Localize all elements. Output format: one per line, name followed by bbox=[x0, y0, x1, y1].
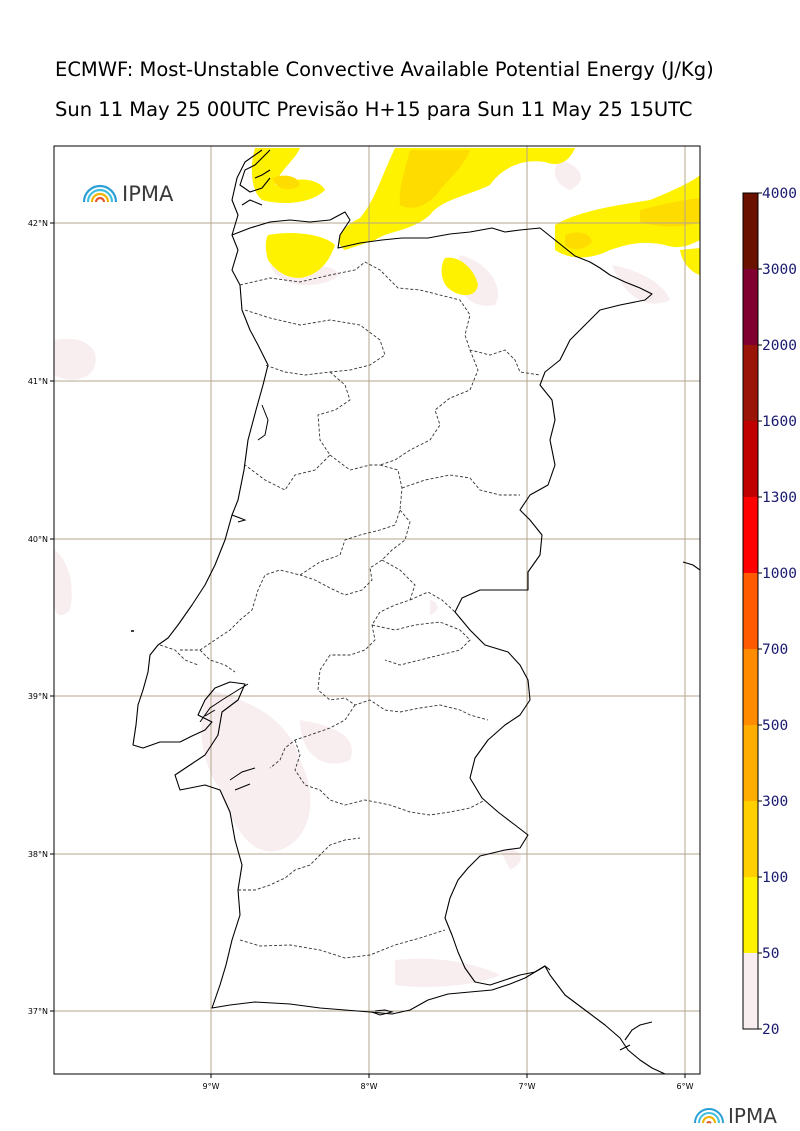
lat-tick-label: 38°N bbox=[28, 850, 48, 859]
lon-tick-label: 9°W bbox=[203, 1082, 220, 1091]
sado-estuary bbox=[229, 767, 256, 791]
colorbar: 4000 3000 2000 1600 1300 1000 700 500 30… bbox=[742, 186, 797, 1038]
colorbar-label: 20 bbox=[762, 1022, 779, 1038]
colorbar-frame bbox=[742, 192, 759, 1030]
colorbar-segment bbox=[743, 573, 758, 649]
east-coast-fragment bbox=[682, 561, 700, 571]
colorbar-segment bbox=[743, 497, 758, 573]
colorbar-label: 1300 bbox=[762, 490, 797, 506]
colorbar-label: 2000 bbox=[762, 338, 797, 354]
footer-logo-text: IPMA bbox=[728, 1104, 777, 1128]
guadiana-mouth bbox=[534, 965, 551, 973]
colorbar-segment bbox=[743, 877, 758, 953]
tick-marks bbox=[50, 222, 686, 1078]
lat-tick-label: 37°N bbox=[28, 1007, 48, 1016]
lon-tick-label: 7°W bbox=[519, 1082, 536, 1091]
colorbar-segment bbox=[743, 193, 758, 269]
colorbar-label: 700 bbox=[762, 642, 788, 658]
colorbar-label: 100 bbox=[762, 870, 788, 886]
lon-tick-label: 6°W bbox=[677, 1082, 694, 1091]
ipma-logo-text: IPMA bbox=[122, 182, 174, 206]
portugal-coastline bbox=[132, 149, 666, 1074]
chart-subtitle: Sun 11 May 25 00UTC Previsão H+15 para S… bbox=[55, 98, 693, 121]
tejo-estuary bbox=[199, 683, 249, 723]
lat-tick-label: 39°N bbox=[28, 692, 48, 701]
map-area bbox=[54, 146, 700, 1074]
colorbar-label: 1000 bbox=[762, 566, 797, 582]
colorbar-label: 50 bbox=[762, 946, 779, 962]
rainbow-arc-icon bbox=[694, 1108, 724, 1124]
lat-tick-label: 40°N bbox=[28, 535, 48, 544]
chart-title: ECMWF: Most-Unstable Convective Availabl… bbox=[55, 58, 714, 81]
rainbow-arc-icon bbox=[82, 184, 118, 203]
colorbar-segment bbox=[743, 953, 758, 1029]
graticule bbox=[54, 146, 700, 1074]
colorbar-label: 3000 bbox=[762, 262, 797, 278]
aveiro-lagoon bbox=[231, 404, 269, 523]
colorbar-label: 1600 bbox=[762, 414, 797, 430]
huelva-coast bbox=[619, 1021, 653, 1051]
colorbar-label: 500 bbox=[762, 718, 788, 734]
cape-field bbox=[54, 148, 700, 987]
colorbar-segment bbox=[743, 269, 758, 345]
cape-50-areas bbox=[251, 148, 700, 296]
portugal-spain-border bbox=[231, 211, 653, 986]
lat-tick-label: 41°N bbox=[28, 377, 48, 386]
galicia-coast bbox=[239, 149, 271, 206]
colorbar-segment bbox=[743, 345, 758, 421]
faro-ria bbox=[371, 1009, 394, 1016]
lon-tick-label: 8°W bbox=[361, 1082, 378, 1091]
colorbar-segment bbox=[743, 421, 758, 497]
lat-tick-label: 42°N bbox=[28, 219, 48, 228]
ipma-logo: IPMA bbox=[82, 182, 174, 206]
colorbar-segment bbox=[743, 725, 758, 801]
colorbar-segment bbox=[743, 649, 758, 725]
colorbar-label: 4000 bbox=[762, 186, 797, 202]
footer-ipma-logo: IPMA bbox=[694, 1104, 777, 1128]
map-frame bbox=[53, 145, 701, 1075]
colorbar-segment bbox=[743, 801, 758, 877]
district-borders bbox=[159, 261, 541, 959]
colorbar-label: 300 bbox=[762, 794, 788, 810]
